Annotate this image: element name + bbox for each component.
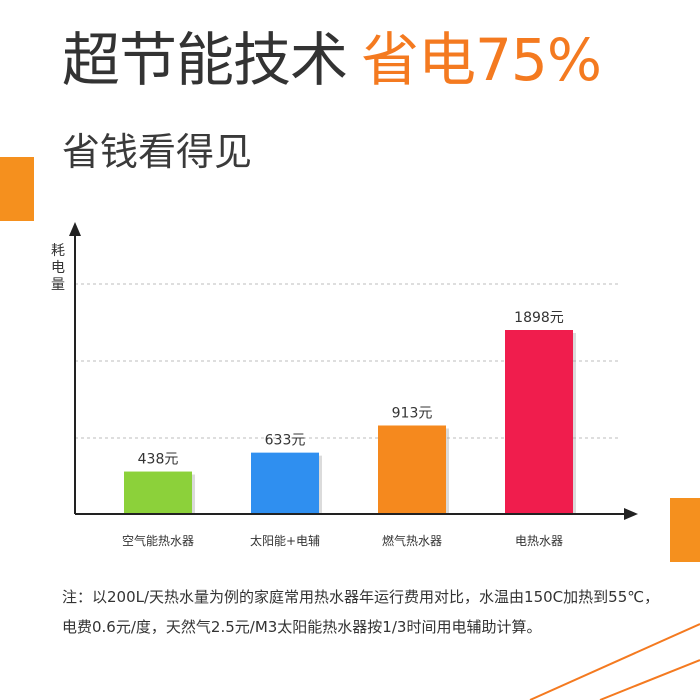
left-orange-decoration: [0, 157, 34, 221]
y-axis-arrow: [69, 222, 81, 236]
value-label-4: 1898元: [514, 310, 564, 326]
corner-line-1: [529, 623, 700, 700]
bar-4: [505, 330, 573, 514]
value-labels: 438元 633元 913元 1898元: [138, 310, 564, 468]
bars: [124, 330, 576, 514]
y-axis-label: 耗 电 量: [51, 243, 65, 293]
ylabel-char-2: 电: [51, 260, 65, 276]
category-label-3: 燃气热水器: [382, 533, 442, 548]
category-label-4: 电热水器: [515, 534, 563, 548]
category-label-1: 空气能热水器: [122, 533, 194, 548]
footnote: 注：以200L/天热水量为例的家庭常用热水器年运行费用对比，水温由150C加热到…: [62, 588, 660, 636]
grid-lines: [75, 283, 620, 439]
headline: 超节能技术 省电75%: [62, 20, 602, 100]
headline-main: 超节能技术: [62, 26, 348, 94]
subtitle: 省钱看得见: [62, 130, 253, 174]
x-axis-arrow: [624, 508, 638, 520]
ylabel-char-1: 耗: [51, 243, 65, 259]
category-label-2: 太阳能+电辅: [250, 533, 320, 548]
corner-line-2: [599, 659, 700, 700]
headline-accent: 省电75%: [361, 26, 602, 94]
bar-3: [378, 425, 446, 514]
value-label-2: 633元: [265, 433, 306, 449]
corner-decoration-lines: [529, 623, 700, 700]
value-label-3: 913元: [392, 405, 433, 421]
bar-1: [124, 471, 192, 514]
bar-2: [251, 452, 319, 514]
ylabel-char-3: 量: [51, 277, 65, 293]
value-label-1: 438元: [138, 452, 179, 468]
axes: [69, 222, 638, 520]
right-orange-decoration: [670, 498, 700, 562]
category-labels: 空气能热水器 太阳能+电辅 燃气热水器 电热水器: [122, 533, 563, 548]
